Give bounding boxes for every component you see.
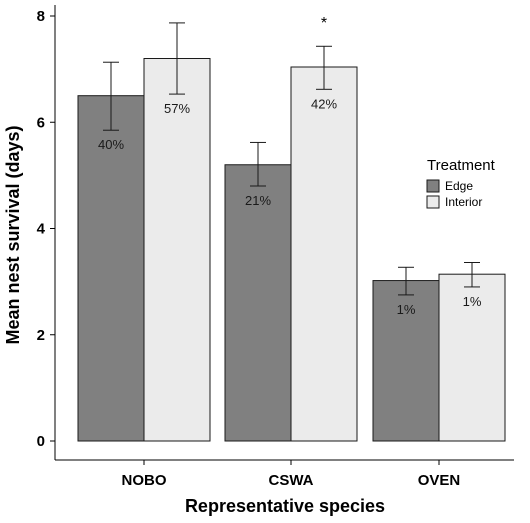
y-tick-label: 0 — [37, 433, 45, 450]
x-tick-label-cswa: CSWA — [269, 472, 314, 489]
error-bar-interior-nobo — [169, 22, 185, 95]
bar-interior-nobo — [143, 58, 211, 442]
error-bars — [103, 22, 480, 296]
x-axis-ticks: NOBO CSWA OVEN — [122, 460, 461, 489]
y-tick-label: 4 — [37, 221, 46, 238]
legend-label-interior: Interior — [445, 195, 482, 209]
data-label-interior-cswa: 42% — [311, 96, 337, 111]
y-tick-label: 6 — [37, 114, 45, 131]
error-bar-edge-oven — [398, 266, 414, 296]
x-tick-label-oven: OVEN — [418, 472, 461, 489]
y-tick-label: 2 — [37, 327, 45, 344]
error-bar-edge-cswa — [250, 141, 266, 187]
data-labels: 40% 21% 1% 57% 42% 1% — [98, 96, 482, 317]
data-label-edge-nobo: 40% — [98, 137, 124, 152]
bars — [77, 58, 506, 442]
y-axis-title: Mean nest survival (days) — [3, 125, 23, 344]
annotations: * — [321, 15, 327, 32]
bar-interior-cswa — [290, 66, 358, 442]
data-label-interior-nobo: 57% — [164, 101, 190, 116]
x-axis-title: Representative species — [185, 496, 385, 516]
legend-label-edge: Edge — [445, 179, 473, 193]
data-label-edge-cswa: 21% — [245, 193, 271, 208]
axes — [54, 5, 514, 461]
significance-marker: * — [321, 15, 327, 32]
error-bar-interior-cswa — [316, 45, 332, 90]
legend-swatch-edge — [426, 179, 440, 193]
legend: Treatment Edge Interior — [426, 157, 496, 209]
legend-title: Treatment — [427, 157, 496, 174]
bar-edge-oven — [372, 280, 440, 442]
bar-interior-oven — [438, 273, 506, 442]
y-axis-ticks: 0 2 4 6 8 — [37, 8, 55, 450]
error-bar-edge-nobo — [103, 61, 119, 131]
data-label-edge-oven: 1% — [397, 302, 416, 317]
y-tick-label: 8 — [37, 8, 45, 25]
legend-swatch-interior — [426, 195, 440, 209]
bar-edge-cswa — [224, 164, 292, 442]
x-tick-label-nobo: NOBO — [122, 472, 167, 489]
data-label-interior-oven: 1% — [463, 294, 482, 309]
error-bar-interior-oven — [464, 262, 480, 288]
